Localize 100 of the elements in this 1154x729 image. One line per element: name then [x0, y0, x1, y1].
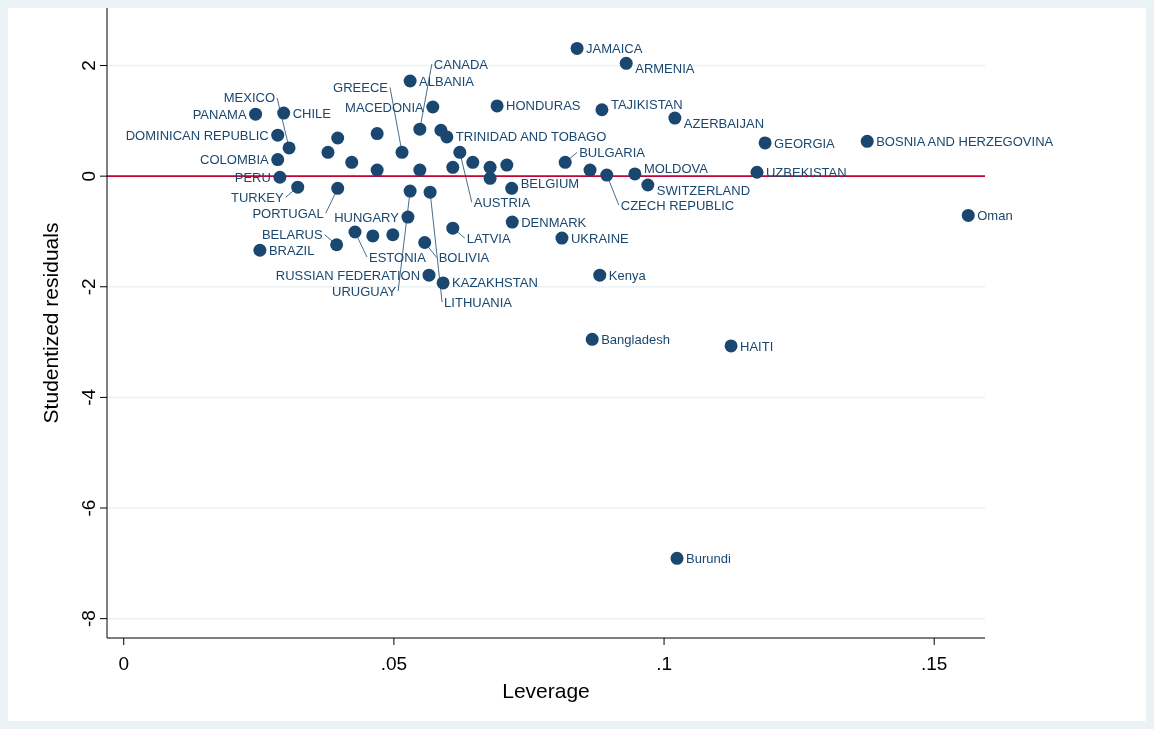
- annotation: HAITI: [740, 338, 774, 354]
- point: [422, 268, 436, 282]
- point: [418, 236, 432, 250]
- y-tick-label: 2: [78, 60, 99, 71]
- point: [366, 229, 380, 243]
- point: [583, 163, 597, 177]
- point: [593, 268, 607, 282]
- point: [724, 339, 738, 353]
- annotation: KAZAKHSTAN: [452, 275, 538, 291]
- point: [413, 163, 427, 177]
- y-tick-label: -8: [78, 610, 99, 628]
- point: [453, 145, 467, 159]
- annotation: MACEDONIA: [345, 99, 425, 115]
- point: [619, 56, 633, 70]
- point: [345, 155, 359, 169]
- annotation: CHILE: [292, 105, 332, 121]
- annotation: BELGIUM: [520, 175, 580, 191]
- annotation: ESTONIA: [369, 249, 427, 265]
- point: [961, 208, 975, 222]
- point: [271, 153, 285, 167]
- point: [291, 180, 305, 194]
- annotation: HONDURAS: [506, 98, 581, 114]
- point: [860, 134, 874, 148]
- point: [370, 163, 384, 177]
- annotation: LITHUANIA: [444, 294, 513, 310]
- point: [505, 215, 519, 229]
- point: [330, 238, 344, 252]
- annotation: MOLDOVA: [643, 161, 709, 177]
- annotation: TRINIDAD AND TOBAGO: [455, 129, 607, 145]
- point: [750, 165, 764, 179]
- point: [641, 178, 655, 192]
- annotation: ARMENIA: [635, 60, 695, 76]
- annotation: TAJIKISTAN: [610, 97, 683, 113]
- point: [423, 185, 437, 199]
- annotation: AUSTRIA: [473, 194, 531, 210]
- x-tick-label: .1: [656, 653, 672, 674]
- annotation: BRAZIL: [268, 242, 315, 258]
- annotation: HUNGARY: [334, 209, 400, 225]
- y-tick-label: -2: [78, 278, 99, 296]
- point: [558, 155, 572, 169]
- point: [628, 167, 642, 181]
- annotation: Burundi: [686, 550, 731, 566]
- y-tick-label: -6: [78, 499, 99, 517]
- annotation: RUSSIAN FEDERATION: [275, 267, 421, 283]
- point: [249, 107, 263, 121]
- x-axis-title: Leverage: [502, 679, 590, 702]
- annotation: DENMARK: [521, 214, 587, 230]
- point: [413, 122, 427, 136]
- point: [555, 231, 569, 245]
- point: [500, 158, 514, 172]
- point: [403, 74, 417, 88]
- point: [490, 99, 504, 113]
- point: [331, 131, 345, 145]
- x-tick-label: .05: [380, 653, 408, 674]
- y-tick-label: 0: [78, 170, 99, 182]
- x-tick-label: .15: [921, 653, 948, 674]
- x-tick-label: 0: [118, 653, 130, 674]
- point: [321, 145, 335, 159]
- annotation: TURKEY: [230, 189, 285, 205]
- annotation: COLOMBIA: [200, 152, 270, 168]
- point: [466, 155, 480, 169]
- point: [758, 136, 772, 150]
- annotation: LATVIA: [466, 230, 511, 246]
- annotation: GEORGIA: [774, 135, 836, 151]
- y-axis-title: Studentized residuals: [39, 222, 62, 424]
- point: [595, 103, 609, 117]
- point: [446, 160, 460, 174]
- point: [570, 41, 584, 55]
- point: [483, 171, 497, 185]
- annotation: ALBANIA: [419, 73, 475, 89]
- point: [483, 160, 497, 174]
- annotation: BOSNIA AND HERZEGOVINA: [876, 133, 1054, 149]
- point: [434, 123, 448, 137]
- annotation: PORTUGAL: [252, 205, 324, 221]
- annotation: BELARUS: [261, 227, 323, 243]
- annotation: UKRAINE: [570, 230, 630, 246]
- annotation: URUGUAY: [332, 283, 397, 299]
- point: [253, 243, 267, 257]
- point: [273, 170, 287, 184]
- annotation: AZERBAIJAN: [683, 115, 765, 131]
- annotation: PANAMA: [192, 106, 247, 122]
- point: [331, 181, 345, 195]
- annotation: BULGARIA: [579, 144, 646, 160]
- annotation: Bangladesh: [601, 331, 670, 347]
- point: [585, 332, 599, 346]
- point: [446, 221, 460, 235]
- annotation: CANADA: [433, 56, 489, 72]
- annotation: Kenya: [608, 267, 647, 283]
- annotation: SWITZERLAND: [656, 182, 751, 198]
- annotation: GREECE: [333, 79, 389, 95]
- point: [271, 128, 285, 142]
- point: [386, 228, 400, 242]
- point: [395, 145, 409, 159]
- point: [668, 111, 682, 125]
- annotation: Oman: [977, 207, 1013, 223]
- annotation: DOMINICAN REPUBLIC: [125, 127, 269, 143]
- y-tick-label: -4: [78, 388, 99, 406]
- point: [670, 551, 684, 565]
- annotation: MEXICO: [223, 90, 276, 106]
- point: [505, 181, 519, 195]
